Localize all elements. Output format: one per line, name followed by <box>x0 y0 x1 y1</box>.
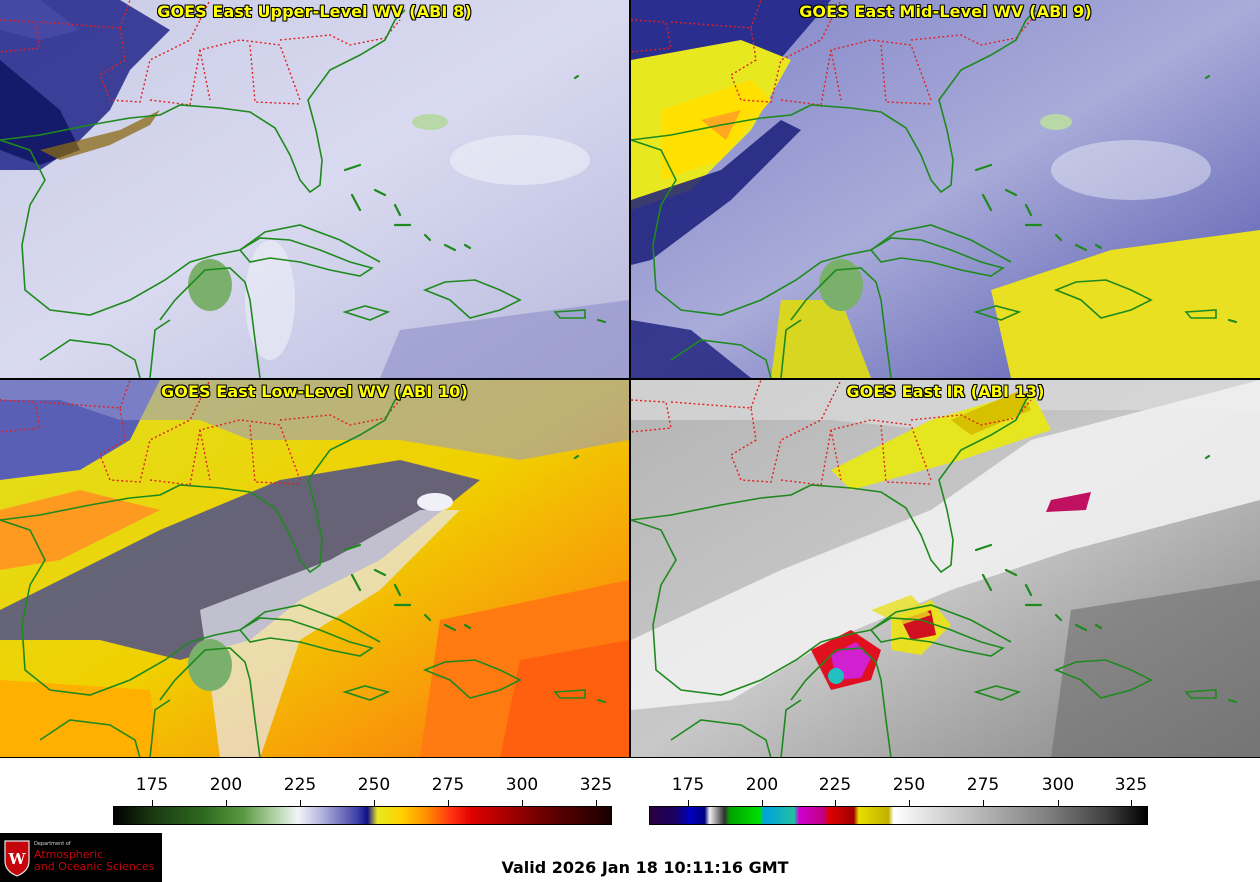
panel-upper-level-wv: GOES East Upper-Level WV (ABI 8) <box>0 0 629 378</box>
logo-line2: and Oceanic Sciences <box>34 860 155 873</box>
ir-tick-250: 250 <box>892 775 926 795</box>
wv-tickmark <box>448 800 449 806</box>
panel-low-level-wv: GOES East Low-Level WV (ABI 10) <box>0 380 629 758</box>
wv-tickmark <box>596 800 597 806</box>
ir-tick-200: 200 <box>745 775 779 795</box>
panel-title: GOES East IR (ABI 13) <box>846 382 1045 401</box>
upper-level-wv-map <box>0 0 629 378</box>
ir-tickmark <box>762 800 763 806</box>
uw-crest-icon: W <box>4 840 30 877</box>
wv-tick-325: 325 <box>579 775 613 795</box>
ir-tick-275: 275 <box>966 775 1000 795</box>
valid-time: Valid 2026 Jan 18 10:11:16 GMT <box>501 858 789 877</box>
wv-tick-300: 300 <box>505 775 539 795</box>
wv-tickmark <box>522 800 523 806</box>
ir-tick-325: 325 <box>1114 775 1148 795</box>
wv-tickmark <box>226 800 227 806</box>
wv-tick-175: 175 <box>135 775 169 795</box>
wv-tick-225: 225 <box>283 775 317 795</box>
ir-tickmark <box>1131 800 1132 806</box>
wv-tickmark <box>300 800 301 806</box>
ir-tick-300: 300 <box>1041 775 1075 795</box>
panel-title: GOES East Upper-Level WV (ABI 8) <box>157 2 472 21</box>
ir-tickmark <box>688 800 689 806</box>
wv-tickmark <box>374 800 375 806</box>
ir-tickmark <box>909 800 910 806</box>
ir-tick-225: 225 <box>818 775 852 795</box>
logo-letter: W <box>8 850 27 868</box>
wv-tickmark <box>152 800 153 806</box>
ir-tickmark <box>983 800 984 806</box>
ir-tickmark <box>835 800 836 806</box>
wv-tick-200: 200 <box>209 775 243 795</box>
wv-tick-250: 250 <box>357 775 391 795</box>
ir-map <box>631 380 1260 758</box>
logo-line1: Atmospheric <box>34 848 104 861</box>
panel-mid-level-wv: GOES East Mid-Level WV (ABI 9) <box>631 0 1260 378</box>
bottom-border <box>0 757 1260 758</box>
ir-tick-175: 175 <box>671 775 705 795</box>
ir-tickmark <box>1058 800 1059 806</box>
logo-dept-text: Department of <box>34 841 71 847</box>
panel-ir: GOES East IR (ABI 13) <box>631 380 1260 758</box>
low-level-wv-map <box>0 380 629 758</box>
aos-logo: W Department of Atmospheric and Oceanic … <box>0 833 162 882</box>
ir-colorbar <box>649 806 1148 825</box>
horizontal-divider <box>0 378 1260 380</box>
panel-title: GOES East Mid-Level WV (ABI 9) <box>799 2 1092 21</box>
mid-level-wv-map <box>631 0 1260 378</box>
wv-colorbar <box>113 806 612 825</box>
panel-title: GOES East Low-Level WV (ABI 10) <box>161 382 468 401</box>
wv-tick-275: 275 <box>431 775 465 795</box>
